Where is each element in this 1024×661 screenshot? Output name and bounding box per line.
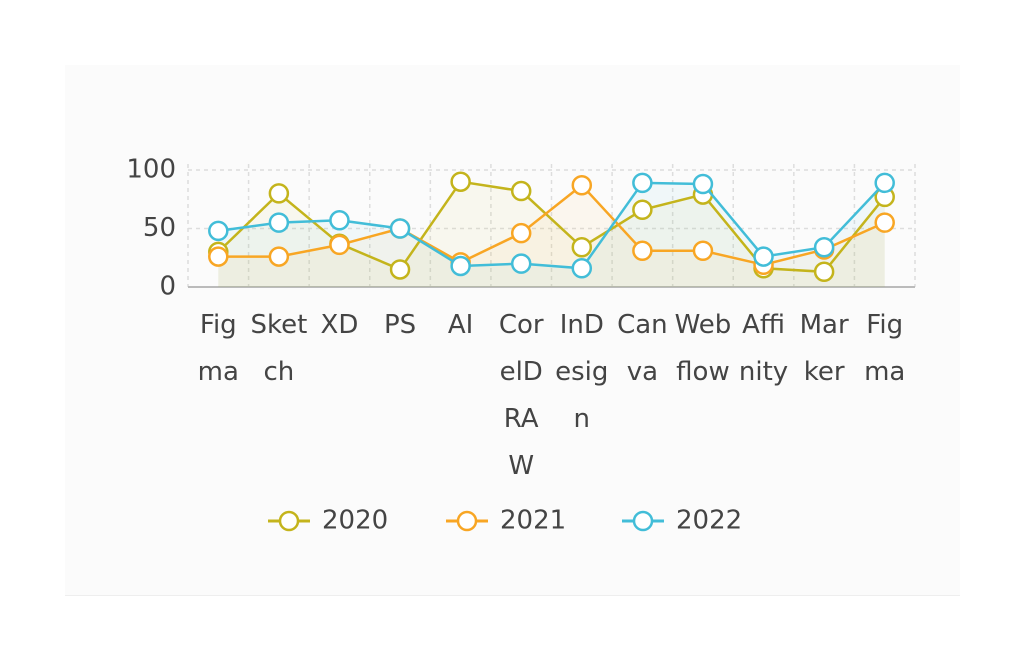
point xyxy=(571,174,593,196)
point xyxy=(874,212,895,233)
y-tick-label: 100 xyxy=(126,155,176,185)
x-tick-label: Figma xyxy=(197,310,239,387)
point xyxy=(753,246,774,267)
point xyxy=(510,253,532,274)
x-tick-label: Figma xyxy=(864,310,906,387)
point xyxy=(813,261,835,283)
point xyxy=(208,246,229,267)
point xyxy=(692,240,714,261)
point xyxy=(813,236,835,258)
x-tick-label: PS xyxy=(383,310,417,340)
area xyxy=(218,182,885,287)
point xyxy=(510,222,532,244)
x-tick-label: Affinity xyxy=(738,310,789,387)
x-tick-label: CorelDRAW xyxy=(498,310,544,481)
point xyxy=(450,171,471,192)
point xyxy=(571,258,593,279)
point xyxy=(874,172,895,194)
point xyxy=(268,183,290,204)
x-tick-label: Sketch xyxy=(250,310,308,387)
x-tick-label: Canva xyxy=(617,310,668,387)
area xyxy=(218,181,885,287)
point xyxy=(692,173,714,195)
point xyxy=(571,236,593,258)
point xyxy=(268,212,290,233)
point xyxy=(389,218,411,239)
point xyxy=(510,180,532,202)
point xyxy=(389,259,411,280)
x-tick-label: InDesign xyxy=(555,310,609,434)
point xyxy=(450,255,471,277)
point xyxy=(329,234,350,256)
y-tick-label: 0 xyxy=(159,272,176,302)
legend-label: 2020 xyxy=(322,506,388,536)
legend-marker xyxy=(456,510,478,532)
point xyxy=(632,240,653,261)
point xyxy=(632,172,653,194)
x-tick-label: Webflow xyxy=(674,310,732,387)
point xyxy=(208,220,229,242)
area xyxy=(218,185,885,287)
legend-marker xyxy=(632,510,654,532)
point xyxy=(268,246,290,267)
legend-label: 2022 xyxy=(676,506,742,536)
y-tick-label: 50 xyxy=(143,213,176,243)
legend-marker xyxy=(278,510,300,532)
x-tick-label: AI xyxy=(447,310,474,340)
line xyxy=(218,183,886,267)
legend-label: 2021 xyxy=(500,506,566,536)
x-tick-label: XD xyxy=(320,310,359,340)
point xyxy=(329,210,350,231)
card xyxy=(65,65,960,596)
point xyxy=(632,199,653,221)
x-tick-label: Marker xyxy=(799,310,849,387)
